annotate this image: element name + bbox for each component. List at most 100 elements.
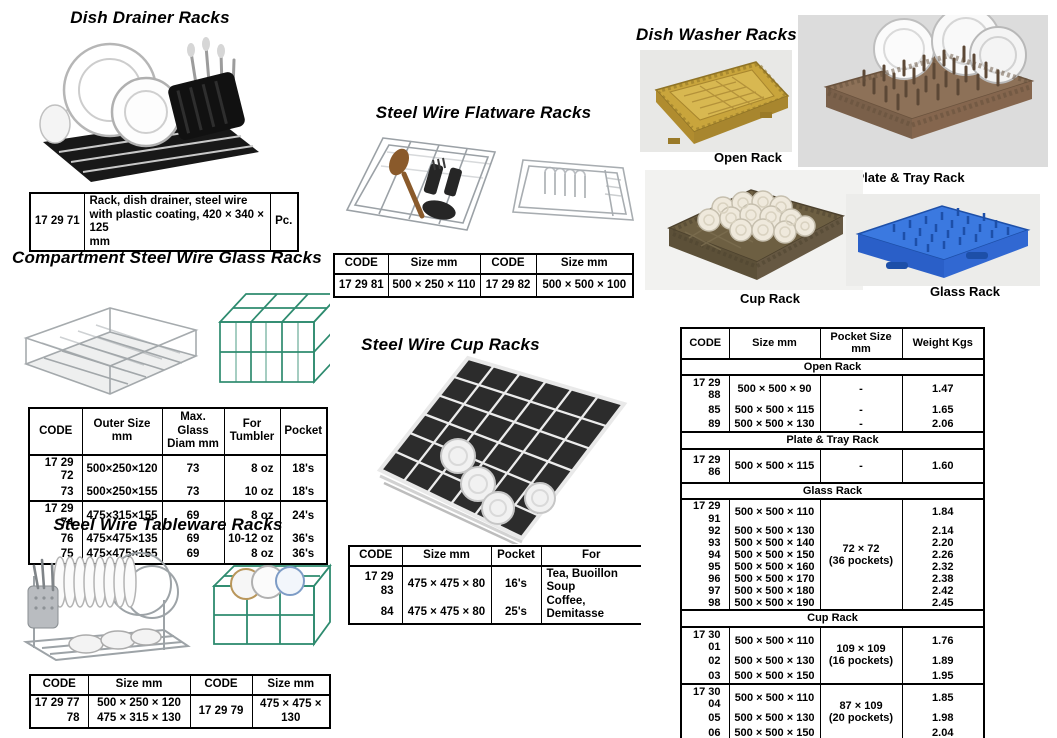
size-cell: 500 × 500 × 110 bbox=[728, 499, 820, 525]
weight-cell: 2.38 bbox=[901, 573, 984, 586]
table-row: 84 475 × 475 × 80 25's bbox=[349, 603, 641, 624]
table-row: 95 500 × 500 × 160 2.32 bbox=[681, 560, 984, 573]
photo-label-cup-rack: Cup Rack bbox=[740, 291, 800, 306]
column-header-size: Size mm bbox=[401, 546, 491, 567]
column-header-for: For bbox=[540, 546, 641, 567]
table-row: 02 500 × 500 × 130 1.89 bbox=[681, 654, 984, 669]
size-cell: 475×315×155 bbox=[81, 500, 162, 532]
code-cell: 96 bbox=[708, 573, 721, 585]
table-header-row: CODE Size mm CODE Size mm bbox=[334, 254, 633, 275]
column-header-size: Size mm bbox=[728, 328, 820, 360]
size-cell: 500 × 500 × 110 bbox=[728, 682, 820, 712]
table-row: 78 475 × 315 × 130 bbox=[30, 711, 330, 728]
size-cell: 500 × 500 × 170 bbox=[728, 573, 820, 586]
size-cell: 475 × 475 × 80 bbox=[401, 565, 491, 604]
size-cell: 500 × 250 × 120 bbox=[87, 694, 190, 712]
unit-cell: Pc. bbox=[269, 193, 298, 252]
pocket-cell: 36's bbox=[279, 547, 327, 564]
size-cell: 500 × 500 × 160 bbox=[728, 560, 820, 573]
size-cell: 500 × 500 × 150 bbox=[728, 668, 820, 684]
code-cell: 95 bbox=[708, 560, 721, 573]
table-header-row: CODE Outer Size mm Max. Glass Diam mm Fo… bbox=[29, 408, 327, 456]
code-cell: 17 29 86 bbox=[692, 453, 721, 478]
size-cell: 475 × 315 × 130 bbox=[87, 711, 190, 728]
pocket-cell: 36's bbox=[279, 531, 327, 548]
tableware-racks-photo bbox=[22, 552, 332, 662]
table-row: 17 29 77 500 × 250 × 120 17 29 79 475 × … bbox=[30, 694, 330, 728]
size-cell: 500 × 500 × 130 bbox=[728, 416, 820, 433]
table-row: 17 30 04 500 × 500 × 110 87 × 109 (20 pock… bbox=[681, 682, 984, 738]
section-title-cup-racks: Steel Wire Cup Racks bbox=[361, 335, 540, 354]
weight-cell: 1.60 bbox=[901, 448, 984, 484]
table-row: 75 475×475×155 69 8 oz 36's bbox=[29, 547, 327, 564]
code-cell: 17 30 04 bbox=[681, 682, 729, 712]
column-header-size: Size mm bbox=[535, 254, 633, 275]
table-row: 96 500 × 500 × 170 2.38 bbox=[681, 573, 984, 586]
compartment-table: CODE Outer Size mm Max. Glass Diam mm Fo… bbox=[28, 407, 328, 565]
weight-cell: 2.45 bbox=[901, 597, 984, 611]
diam-cell: 73 bbox=[161, 484, 224, 502]
table-row: 94 500 × 500 × 150 2.26 bbox=[681, 548, 984, 561]
weight-cell: 2.06 bbox=[901, 416, 984, 433]
section-header-open-rack: Open Rack bbox=[681, 357, 984, 376]
size-cell: 475×475×135 bbox=[81, 531, 162, 548]
table-row: 17 29 81 500 × 250 × 110 17 29 82 500 × … bbox=[334, 273, 633, 298]
size-cell: 500 × 500 × 100 bbox=[535, 273, 633, 298]
compartment-glass-racks-photo bbox=[23, 293, 330, 395]
code-cell: 97 bbox=[708, 585, 721, 598]
size-cell: 500×250×120 bbox=[81, 454, 162, 485]
table-header-row: CODE Size mm Pocket For bbox=[349, 546, 641, 567]
diam-cell: 69 bbox=[161, 500, 224, 532]
column-header-code: CODE bbox=[30, 675, 88, 696]
code-cell: 94 bbox=[708, 548, 721, 561]
weight-cell: 1.76 bbox=[901, 626, 984, 655]
column-header-code: CODE bbox=[29, 408, 82, 456]
diam-cell: 69 bbox=[161, 547, 224, 564]
table-row: 17 29 86 500 × 500 × 115-1.60 bbox=[681, 448, 984, 484]
section-title-flatware: Steel Wire Flatware Racks bbox=[375, 103, 592, 122]
code-cell: 17 29 91 bbox=[692, 500, 721, 525]
section-header-glass-rack: Glass Rack bbox=[681, 482, 984, 501]
weight-cell: 1.89 bbox=[901, 654, 984, 669]
code-cell: 03 bbox=[708, 669, 721, 682]
table-row: 85 500 × 500 × 115-1.65 bbox=[681, 402, 984, 417]
code-cell: 84 bbox=[380, 606, 394, 619]
table-row: 17 29 91 500 × 500 × 110 72 × 72 (36 pocke… bbox=[681, 499, 984, 611]
dish-washer-racks-table: CODE Size mm Pocket Size mm Weight Kgs O… bbox=[680, 327, 985, 738]
size-cell: 500 × 500 × 130 bbox=[728, 654, 820, 669]
for-cell: Tea, Buoillon Soup Coffee, Demitasse bbox=[540, 565, 641, 624]
code-cell: 78 bbox=[66, 712, 80, 725]
table-row: 06 500 × 500 × 150 2.04 bbox=[681, 725, 984, 738]
size-cell: 500 × 250 × 110 bbox=[387, 273, 480, 298]
weight-cell: 2.26 bbox=[901, 548, 984, 561]
code-cell: 05 bbox=[708, 712, 721, 725]
table-row: 03 500 × 500 × 150 1.95 bbox=[681, 668, 984, 684]
table-row: 92 500 × 500 × 130 2.14 bbox=[681, 524, 984, 537]
pocket-cell: - bbox=[819, 416, 902, 433]
code-cell: 17 29 82 bbox=[479, 273, 536, 298]
table-row: 89 500 × 500 × 130-2.06 bbox=[681, 416, 984, 433]
code-cell: 76 bbox=[60, 532, 74, 545]
table-row: 05 500 × 500 × 130 1.98 bbox=[681, 711, 984, 726]
photo-label-glass-rack: Glass Rack bbox=[929, 284, 1001, 299]
diam-cell: 69 bbox=[161, 531, 224, 548]
column-header-pocket-size: Pocket Size mm bbox=[819, 328, 902, 360]
pocket-cell: - bbox=[819, 448, 902, 484]
section-title-tableware: Steel Wire Tableware Racks bbox=[53, 515, 283, 534]
weight-cell: 1.95 bbox=[901, 668, 984, 684]
table-row: 17 29 72 500×250×120 73 8 oz 18's bbox=[29, 454, 327, 485]
pocket-cell: 16's bbox=[490, 565, 541, 604]
code-cell: 17 29 81 bbox=[338, 278, 384, 291]
code-cell: 17 29 77 bbox=[34, 696, 80, 709]
size-cell: 475 × 475 × 130 bbox=[251, 694, 330, 728]
table-row: 73 500×250×155 73 10 oz 18's bbox=[29, 484, 327, 502]
size-cell: 500 × 500 × 180 bbox=[728, 585, 820, 598]
size-cell: 500 × 500 × 90 bbox=[728, 374, 820, 403]
size-cell: 500 × 500 × 150 bbox=[728, 548, 820, 561]
weight-cell: 1.84 bbox=[901, 499, 984, 525]
description-cell: Rack, dish drainer, steel wire with plas… bbox=[83, 193, 270, 252]
pocket-cell: 24's bbox=[279, 500, 327, 532]
section-header-cup-rack: Cup Rack bbox=[681, 609, 984, 628]
table-row: 93 500 × 500 × 140 2.20 bbox=[681, 536, 984, 549]
